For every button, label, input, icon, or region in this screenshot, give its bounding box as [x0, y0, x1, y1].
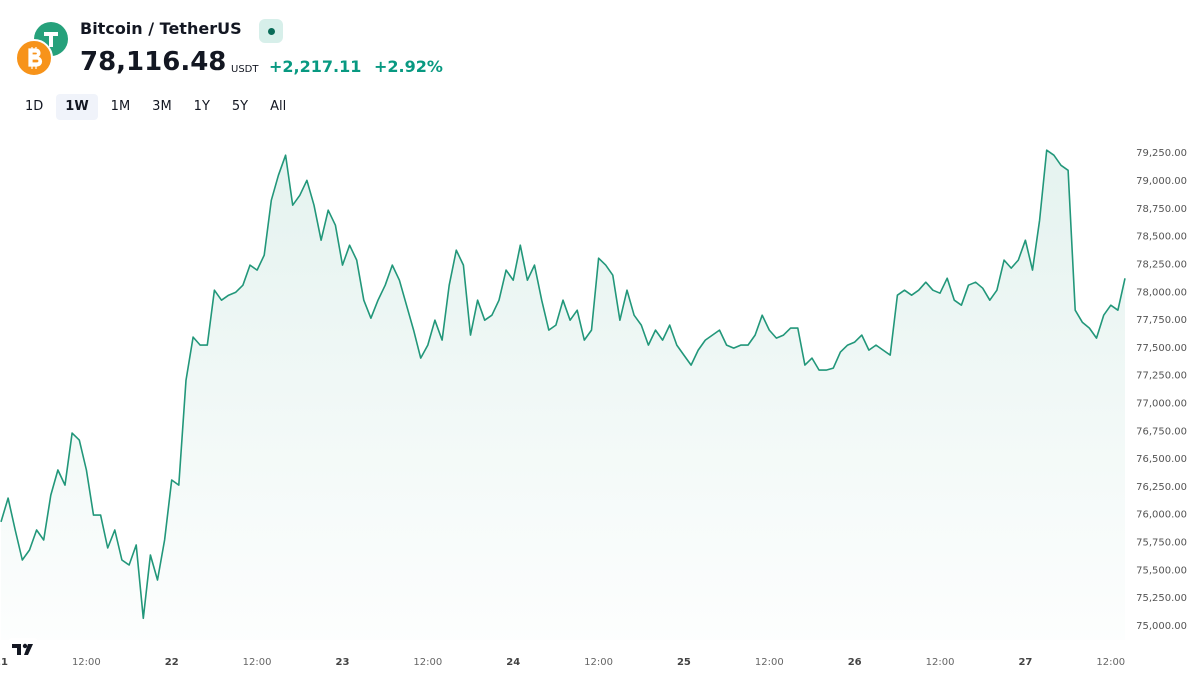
y-tick-label: 79,250.00 — [1136, 148, 1187, 159]
y-tick-label: 76,750.00 — [1136, 426, 1187, 437]
x-tick-label: 12:00 — [243, 657, 272, 668]
range-tab[interactable]: 1M — [110, 99, 131, 114]
range-tabs: 1D 1W 1M 3M 1Y 5Y All — [16, 94, 295, 120]
y-tick-label: 78,750.00 — [1136, 204, 1187, 215]
y-tick-label: 77,000.00 — [1136, 399, 1187, 410]
y-tick-label: 76,250.00 — [1136, 482, 1187, 493]
tether-glyph — [44, 32, 58, 47]
x-tick-label: 12:00 — [413, 657, 442, 668]
x-tick-label: 25 — [677, 657, 691, 668]
x-tick-label: 27 — [1018, 657, 1032, 668]
y-tick-label: 78,000.00 — [1136, 287, 1187, 298]
currency-unit: USDT — [231, 64, 259, 75]
bitcoin-glyph — [28, 47, 43, 69]
range-tab[interactable]: 3M — [152, 99, 172, 114]
price-change-percent: +2.92% — [374, 57, 443, 76]
x-tick-label: 12:00 — [755, 657, 784, 668]
price-line — [0, 149, 1126, 620]
y-tick-label: 78,500.00 — [1136, 232, 1187, 243]
area-fill — [1, 150, 1125, 640]
x-tick-label: 24 — [506, 657, 520, 668]
y-tick-label: 75,000.00 — [1136, 621, 1187, 632]
x-tick-label: 12:00 — [926, 657, 955, 668]
range-tab[interactable]: 1D — [25, 99, 44, 114]
symbol-header: Bitcoin / TetherUS 78,116.48 USDT +2,217… — [0, 0, 1200, 130]
y-tick-label: 77,500.00 — [1136, 343, 1187, 354]
y-tick-label: 78,250.00 — [1136, 259, 1187, 270]
y-tick-label: 75,750.00 — [1136, 538, 1187, 549]
range-tab[interactable]: All — [270, 99, 287, 114]
y-tick-label: 79,000.00 — [1136, 176, 1187, 187]
y-tick-label: 76,000.00 — [1136, 510, 1187, 521]
y-tick-label: 77,750.00 — [1136, 315, 1187, 326]
x-tick-label: 12:00 — [1096, 657, 1125, 668]
x-tick-label: 12:00 — [72, 657, 101, 668]
tradingview-logo[interactable] — [8, 638, 38, 660]
y-tick-label: 76,500.00 — [1136, 454, 1187, 465]
last-price: 78,116.48 — [80, 47, 227, 77]
y-tick-label: 77,250.00 — [1136, 371, 1187, 382]
coin-icons — [15, 22, 68, 77]
x-tick-label: 22 — [165, 657, 179, 668]
x-tick-label: 23 — [336, 657, 350, 668]
y-tick-label: 75,250.00 — [1136, 593, 1187, 604]
x-tick-label: 12:00 — [584, 657, 613, 668]
price-change: +2,217.11 — [269, 57, 362, 76]
y-tick-label: 75,500.00 — [1136, 565, 1187, 576]
x-tick-label: 21 — [0, 657, 8, 668]
range-tab[interactable]: 1Y — [193, 99, 210, 114]
x-tick-label: 26 — [848, 657, 862, 668]
market-status[interactable] — [259, 19, 283, 43]
range-tab[interactable]: 1W — [56, 94, 98, 120]
range-tab[interactable]: 5Y — [231, 99, 249, 114]
symbol-title: Bitcoin / TetherUS — [80, 19, 242, 38]
